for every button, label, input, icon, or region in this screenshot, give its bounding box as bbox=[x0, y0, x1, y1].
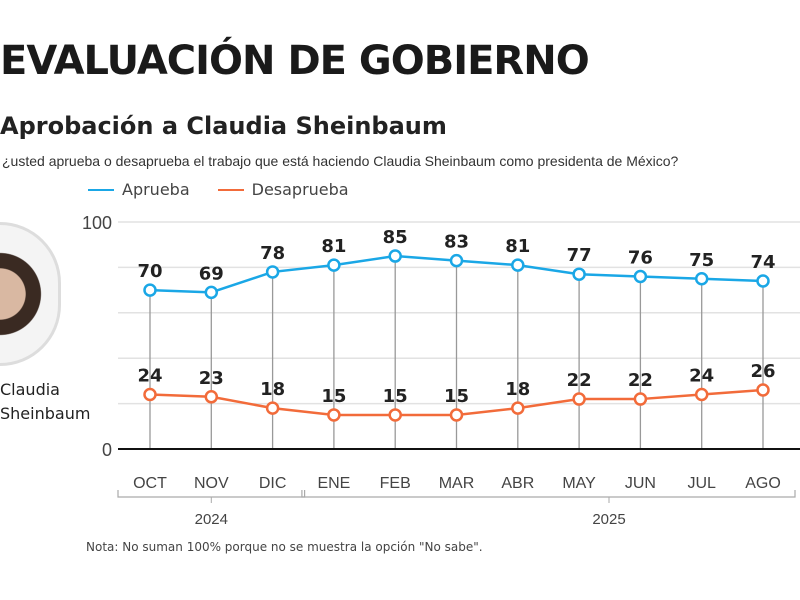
data-label: 18 bbox=[260, 379, 285, 400]
legend-item-aprueba: Aprueba bbox=[88, 180, 190, 199]
data-label: 77 bbox=[567, 245, 592, 266]
data-point bbox=[204, 390, 219, 404]
portrait-name: Claudia Sheinbaum bbox=[0, 378, 90, 426]
page-title: EVALUACIÓN DE GOBIERNO bbox=[0, 38, 590, 84]
x-tick-label: AGO bbox=[745, 475, 781, 492]
data-point bbox=[265, 401, 280, 415]
data-point bbox=[572, 392, 586, 406]
data-label: 22 bbox=[567, 370, 592, 391]
data-point bbox=[449, 408, 464, 422]
data-label: 83 bbox=[444, 232, 469, 253]
x-tick-label: JUN bbox=[625, 475, 656, 492]
data-label: 78 bbox=[260, 243, 285, 264]
chart-subtitle: Aprobación a Claudia Sheinbaum bbox=[0, 112, 447, 140]
data-label: 23 bbox=[199, 368, 224, 389]
legend: Aprueba Desaprueba bbox=[88, 180, 349, 199]
data-point bbox=[388, 408, 402, 422]
x-tick-label: JUL bbox=[687, 475, 716, 492]
legend-label: Aprueba bbox=[122, 180, 190, 199]
data-label: 74 bbox=[750, 252, 775, 273]
data-point bbox=[204, 285, 219, 300]
legend-label: Desaprueba bbox=[251, 180, 349, 199]
data-point bbox=[694, 272, 709, 286]
data-label: 24 bbox=[689, 366, 714, 387]
data-point bbox=[143, 283, 157, 297]
data-point bbox=[143, 387, 157, 402]
x-tick-label: DIC bbox=[259, 475, 287, 492]
y-tick-label: 100 bbox=[82, 213, 112, 233]
legend-item-desaprueba: Desaprueba bbox=[217, 180, 349, 199]
portrait-name-line2: Sheinbaum bbox=[0, 404, 91, 423]
data-point bbox=[327, 408, 341, 422]
data-point bbox=[265, 265, 280, 279]
footnote: Nota: No suman 100% porque no se muestra… bbox=[86, 540, 483, 554]
data-label: 81 bbox=[321, 236, 346, 257]
data-point bbox=[694, 387, 709, 402]
data-point bbox=[633, 269, 648, 284]
data-point bbox=[756, 274, 770, 288]
x-tick-label: ABR bbox=[501, 475, 534, 492]
survey-question: ¿usted aprueba o desaprueba el trabajo q… bbox=[2, 153, 679, 169]
data-label: 22 bbox=[628, 370, 653, 391]
portrait-name-line1: Claudia bbox=[0, 380, 60, 399]
data-label: 24 bbox=[137, 366, 162, 387]
x-tick-label: NOV bbox=[194, 475, 229, 492]
data-label: 70 bbox=[137, 261, 162, 282]
data-label: 15 bbox=[444, 386, 469, 407]
x-tick-label: MAY bbox=[562, 475, 596, 492]
legend-swatch-desaprueba bbox=[217, 188, 244, 191]
year-label: 2024 bbox=[195, 511, 228, 528]
data-label: 76 bbox=[628, 247, 653, 268]
year-bracket bbox=[301, 490, 796, 498]
data-point bbox=[572, 267, 586, 281]
data-point bbox=[388, 249, 402, 263]
x-tick-label: OCT bbox=[133, 475, 167, 492]
data-label: 18 bbox=[505, 379, 530, 400]
x-tick-label: ENE bbox=[317, 475, 350, 492]
data-point bbox=[449, 253, 464, 268]
x-tick-label: MAR bbox=[439, 475, 475, 492]
data-point bbox=[511, 258, 525, 272]
data-label: 75 bbox=[689, 250, 714, 271]
x-tick-label: FEB bbox=[380, 475, 411, 492]
data-label: 15 bbox=[321, 386, 346, 407]
data-point bbox=[511, 401, 525, 415]
data-point bbox=[327, 258, 341, 272]
legend-swatch-aprueba bbox=[88, 188, 114, 191]
year-label: 2025 bbox=[592, 511, 625, 528]
data-label: 69 bbox=[199, 263, 224, 284]
data-label: 85 bbox=[383, 227, 408, 248]
data-label: 15 bbox=[383, 386, 408, 407]
data-point bbox=[633, 392, 648, 406]
data-label: 81 bbox=[505, 236, 530, 257]
data-point bbox=[756, 383, 770, 397]
y-tick-label: 0 bbox=[102, 440, 112, 460]
data-label: 26 bbox=[750, 361, 775, 382]
